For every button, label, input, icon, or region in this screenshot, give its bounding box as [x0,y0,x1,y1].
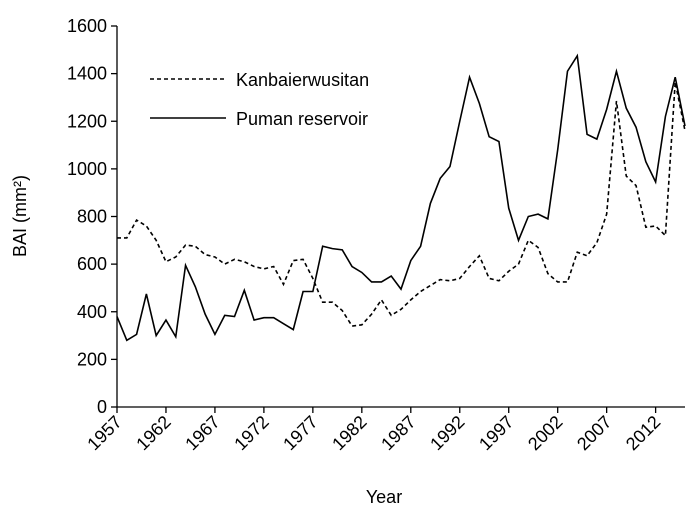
y-tick-label: 0 [97,397,107,417]
line-series [116,53,686,342]
x-tick-label: 1987 [377,412,419,454]
y-tick-label: 1400 [67,64,107,84]
x-tick-label: 2012 [622,412,664,454]
y-tick-label: 1200 [67,111,107,131]
x-tick-label: 1962 [132,412,174,454]
y-tick-label: 800 [77,207,107,227]
x-tick-label: 2002 [524,412,566,454]
y-tick-label: 600 [77,254,107,274]
y-tick-label: 1000 [67,159,107,179]
x-tick-label: 1957 [83,412,125,454]
y-tick-label: 400 [77,302,107,322]
x-tick-label: 1967 [181,412,223,454]
x-axis-label: Year [366,487,402,507]
x-tick-label: 1992 [426,412,468,454]
x-tick-label: 1997 [475,412,517,454]
y-axis-label: BAI (mm²) [10,175,30,257]
y-tick-label: 1600 [67,16,107,36]
legend-label: Puman reservoir [236,109,368,129]
legend-label: Kanbaierwusitan [236,70,369,90]
x-tick-label: 2007 [573,412,615,454]
x-tick-label: 1982 [328,412,370,454]
x-tick-label: 1972 [230,412,272,454]
x-tick-label: 1977 [279,412,321,454]
y-tick-label: 200 [77,349,107,369]
line-series [117,81,686,327]
